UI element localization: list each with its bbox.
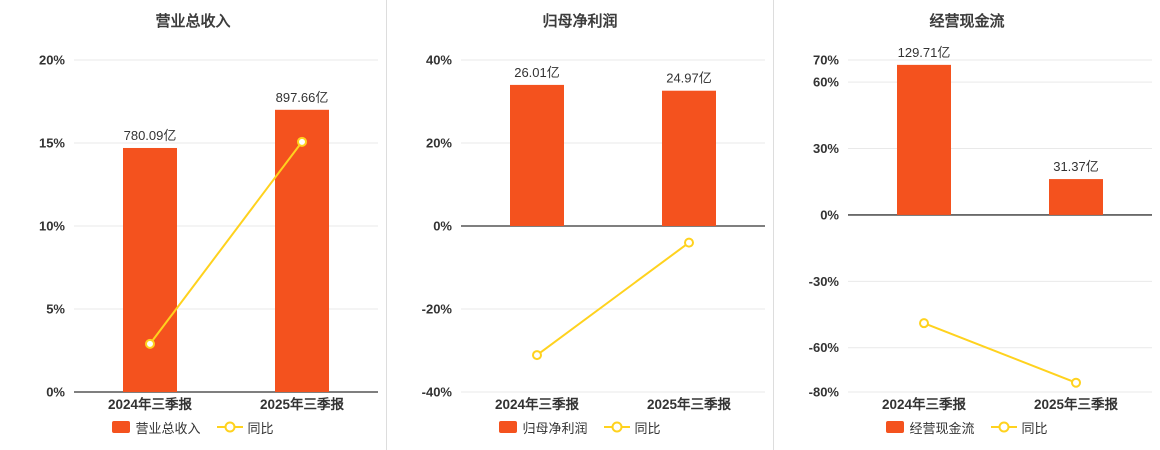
yoy-line[interactable] xyxy=(923,322,1077,384)
x-category-label: 2024年三季报 xyxy=(108,396,193,412)
legend-item-yoy[interactable]: 同比 xyxy=(603,418,661,437)
legend-label-bar-series: 归母净利润 xyxy=(522,420,588,436)
bar-value-label: 780.09亿 xyxy=(124,128,177,143)
y-tick-label: -80% xyxy=(809,385,840,400)
chart-title-net-profit: 归母净利润 xyxy=(542,13,618,30)
legend-label-yoy: 同比 xyxy=(247,420,274,436)
legend-label-bar-series: 经营现金流 xyxy=(909,420,975,436)
chart-title-cash-flow: 经营现金流 xyxy=(929,13,1005,30)
bar-value-label: 24.97亿 xyxy=(666,71,712,86)
y-tick-label: 15% xyxy=(39,136,65,151)
chart-panel-cash-flow: 经营现金流 -80% -60% -30% 0% 30% 60% 70% 129.71亿 2024… xyxy=(773,0,1160,450)
y-tick-label: 70% xyxy=(813,53,839,68)
bar-swatch-icon xyxy=(499,421,518,433)
yoy-point[interactable] xyxy=(1071,377,1081,388)
bar-swatch-icon xyxy=(886,421,905,433)
y-tick-label: -20% xyxy=(422,302,453,317)
line-dot-icon xyxy=(998,421,1009,433)
bar[interactable] xyxy=(662,90,716,227)
bar-value-label: 31.37亿 xyxy=(1053,159,1099,174)
chart-plot-net-profit: -40% -20% 0% 20% 40% 26.01亿 2024年三季报 24.97亿 2025… xyxy=(422,53,765,412)
bar[interactable] xyxy=(510,84,564,227)
bar-value-label: 129.71亿 xyxy=(898,45,951,60)
legend-item-yoy[interactable]: 同比 xyxy=(990,418,1048,437)
y-tick-label: 0% xyxy=(820,207,839,222)
x-category-label: 2024年三季报 xyxy=(882,396,967,412)
bar-value-label: 897.66亿 xyxy=(276,90,329,105)
chart-panel-net-profit: 归母净利润 -40% -20% 0% 20% 40% 26.01亿 2024年三季报 24.9… xyxy=(386,0,773,450)
y-tick-label: 0% xyxy=(433,219,452,234)
chart-title-revenue: 营业总收入 xyxy=(155,13,231,30)
chart-panel-revenue: 营业总收入 0% 5% 10% 15% 20% 780.09亿 2024年三季报 897.66… xyxy=(0,0,386,450)
legend-label-bar-series: 营业总收入 xyxy=(135,420,201,436)
yoy-point[interactable] xyxy=(532,350,542,361)
yoy-point[interactable] xyxy=(919,318,929,329)
line-marker-icon xyxy=(216,421,243,433)
bar-value-label: 26.01亿 xyxy=(514,65,560,80)
x-category-label: 2025年三季报 xyxy=(1034,396,1119,412)
y-tick-label: -30% xyxy=(809,274,840,289)
chart-legend-cash-flow: 经营现金流 同比 xyxy=(774,416,1160,438)
legend-item-yoy[interactable]: 同比 xyxy=(216,418,274,437)
yoy-point[interactable] xyxy=(297,136,307,147)
line-dot-icon xyxy=(611,421,622,433)
legend-label-yoy: 同比 xyxy=(634,420,661,436)
line-dot-icon xyxy=(224,421,235,433)
line-marker-icon xyxy=(603,421,630,433)
bar[interactable] xyxy=(275,109,329,393)
yoy-line[interactable] xyxy=(149,141,303,345)
x-category-label: 2025年三季报 xyxy=(647,396,732,412)
bar[interactable] xyxy=(123,147,177,392)
y-tick-label: 20% xyxy=(39,53,65,68)
chart-plot-cash-flow: -80% -60% -30% 0% 30% 60% 70% 129.71亿 2024年三季报 31… xyxy=(809,45,1152,412)
y-tick-label: 40% xyxy=(426,53,452,68)
y-tick-label: -40% xyxy=(422,385,453,400)
legend-item-bar-series[interactable]: 归母净利润 xyxy=(499,418,588,437)
y-tick-label: 0% xyxy=(46,385,65,400)
y-tick-label: 5% xyxy=(46,302,65,317)
bar-swatch-icon xyxy=(112,421,131,433)
y-tick-label: -60% xyxy=(809,340,840,355)
legend-item-bar-series[interactable]: 营业总收入 xyxy=(112,418,201,437)
y-tick-label: 30% xyxy=(813,141,839,156)
chart-legend-net-profit: 归母净利润 同比 xyxy=(387,416,773,438)
y-tick-label: 10% xyxy=(39,219,65,234)
line-marker-icon xyxy=(990,421,1017,433)
y-tick-label: 20% xyxy=(426,136,452,151)
bar[interactable] xyxy=(897,64,951,215)
chart-plot-revenue: 0% 5% 10% 15% 20% 780.09亿 2024年三季报 897.66亿 2025年… xyxy=(39,53,378,412)
x-category-label: 2025年三季报 xyxy=(260,396,345,412)
yoy-point[interactable] xyxy=(145,338,155,349)
x-category-label: 2024年三季报 xyxy=(495,396,580,412)
chart-legend-revenue: 营业总收入 同比 xyxy=(0,416,386,438)
yoy-line[interactable] xyxy=(536,241,690,356)
legend-label-yoy: 同比 xyxy=(1021,420,1048,436)
legend-item-bar-series[interactable]: 经营现金流 xyxy=(886,418,975,437)
bar[interactable] xyxy=(1049,179,1103,215)
y-tick-label: 60% xyxy=(813,75,839,90)
yoy-point[interactable] xyxy=(684,237,694,248)
